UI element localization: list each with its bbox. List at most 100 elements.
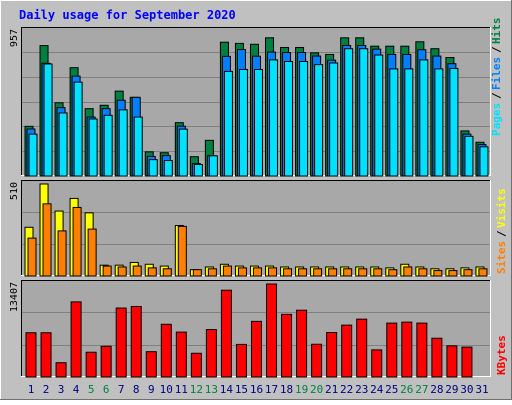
- x-tick-label: 30: [460, 383, 473, 396]
- pages-bar: [103, 114, 113, 177]
- kbytes-bar: [446, 345, 458, 378]
- x-tick-label: 28: [430, 383, 443, 396]
- pages-bar: [178, 128, 188, 177]
- pages-bar: [314, 64, 324, 177]
- x-tick-label: 23: [355, 383, 368, 396]
- kbytes-bar: [100, 345, 112, 378]
- kbytes-bar: [401, 321, 413, 378]
- pages-bar: [449, 67, 459, 177]
- sites-bar: [57, 230, 67, 277]
- kbytes-bar: [190, 352, 202, 378]
- pages-bar: [359, 48, 369, 177]
- legend-pages: Pages: [490, 103, 503, 136]
- legend-kbytes: KBytes: [495, 335, 508, 375]
- pages-bar: [28, 133, 38, 177]
- kbytes-bar: [130, 305, 142, 378]
- kbytes-bar: [386, 322, 398, 378]
- x-tick-label: 10: [160, 383, 173, 396]
- x-tick-label: 19: [295, 383, 308, 396]
- pages-bar: [223, 70, 233, 177]
- sites-bar: [418, 268, 428, 277]
- legend-hits: Hits: [490, 18, 503, 45]
- x-tick-label: 15: [235, 383, 248, 396]
- kbytes-bar: [461, 346, 473, 378]
- sites-bar: [388, 269, 398, 277]
- sites-bar: [237, 267, 247, 277]
- x-tick-label: 11: [175, 383, 188, 396]
- sites-bar: [298, 268, 308, 277]
- kbytes-bar: [160, 323, 172, 378]
- sites-bar: [102, 265, 112, 277]
- sites-bar: [463, 269, 473, 277]
- x-tick-label: 3: [58, 383, 65, 396]
- x-tick-label: 16: [250, 383, 263, 396]
- sites-bar: [42, 203, 52, 277]
- kbytes-bar: [85, 351, 97, 378]
- sites-bar: [132, 265, 142, 277]
- kbytes-bar: [311, 343, 323, 378]
- sites-bar: [373, 268, 383, 277]
- sites-bar: [147, 267, 157, 277]
- sites-bar: [448, 270, 458, 277]
- kbytes-bar: [55, 362, 67, 378]
- pages-bar: [253, 68, 263, 177]
- x-tick-label: 20: [310, 383, 323, 396]
- sites-bar: [252, 267, 262, 277]
- sites-bar: [162, 268, 172, 277]
- kbytes-bar: [175, 331, 187, 378]
- sites-bar: [268, 267, 278, 277]
- x-tick-label: 2: [43, 383, 50, 396]
- legend-separator: /: [490, 46, 503, 53]
- sites-bar: [177, 225, 187, 277]
- kbytes-bar: [220, 289, 232, 378]
- x-tick-label: 13: [205, 383, 218, 396]
- panel-2-background: [21, 180, 491, 276]
- x-tick-label: 24: [370, 383, 384, 396]
- kbytes-bar: [250, 320, 262, 378]
- kbytes-bar: [115, 307, 127, 378]
- panel-3-ymax-label: 13407: [9, 282, 20, 312]
- x-tick-label: 8: [133, 383, 140, 396]
- pages-bar: [434, 68, 444, 177]
- pages-bar: [238, 68, 248, 177]
- kbytes-bar: [266, 283, 278, 378]
- x-tick-label: 1: [28, 383, 35, 396]
- x-tick-label: 9: [148, 383, 155, 396]
- sites-bar: [343, 268, 353, 277]
- kbytes-bar: [235, 343, 247, 378]
- legend-visits: Visits: [495, 188, 508, 228]
- kbytes-bar: [341, 324, 353, 378]
- kbytes-bar: [371, 349, 383, 378]
- legend-files: Files: [490, 57, 503, 90]
- panel-1-ymax-label: 957: [9, 29, 20, 47]
- x-tick-label: 12: [190, 383, 203, 396]
- panel-2-ymax-label: 510: [9, 182, 20, 200]
- sites-bar: [283, 268, 293, 277]
- pages-bar: [404, 68, 414, 177]
- legend-sites: Sites: [495, 241, 508, 274]
- kbytes-bar: [40, 332, 52, 378]
- x-tick-label: 14: [220, 383, 234, 396]
- pages-bar: [374, 54, 384, 177]
- x-tick-label: 4: [73, 383, 80, 396]
- x-tick-label: 5: [88, 383, 95, 396]
- chart-title: Daily usage for September 2020: [19, 8, 236, 22]
- kbytes-bar: [205, 329, 217, 378]
- sites-bar: [117, 266, 127, 277]
- sites-bar: [87, 228, 97, 277]
- x-tick-label: 26: [400, 383, 413, 396]
- x-tick-label: 22: [340, 383, 353, 396]
- pages-bar: [58, 112, 68, 177]
- sites-bar: [192, 269, 202, 277]
- pages-bar: [88, 118, 98, 177]
- sites-bar: [222, 265, 232, 277]
- sites-bar: [433, 270, 443, 277]
- pages-bar: [464, 135, 474, 177]
- kbytes-bar: [296, 309, 308, 378]
- kbytes-bar: [145, 351, 157, 378]
- pages-bar: [163, 160, 173, 177]
- pages-bar: [208, 155, 218, 177]
- pages-bar: [479, 146, 489, 177]
- pages-bar: [133, 116, 143, 177]
